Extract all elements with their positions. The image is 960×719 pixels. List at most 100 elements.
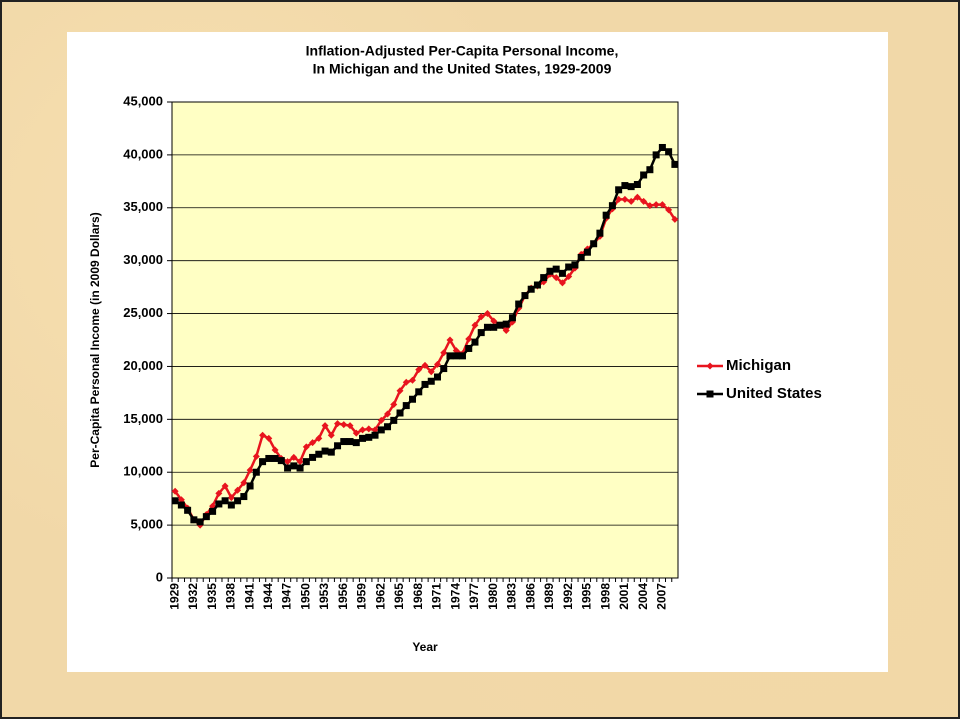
data-point	[565, 273, 573, 281]
y-tick-label: 15,000	[123, 411, 163, 426]
data-point	[215, 500, 223, 508]
legend-label: United States	[726, 385, 822, 402]
y-tick-label: 5,000	[130, 517, 163, 532]
data-point	[583, 248, 591, 256]
x-tick-label: 1947	[280, 583, 294, 610]
x-tick-label: 1992	[561, 583, 575, 610]
legend-marker	[706, 362, 714, 370]
data-point	[546, 267, 554, 275]
y-tick-label: 20,000	[123, 358, 163, 373]
data-point	[240, 479, 248, 487]
data-point	[558, 279, 566, 287]
data-point	[240, 493, 248, 501]
data-point	[440, 349, 448, 357]
x-tick-label: 1938	[224, 583, 238, 610]
data-point	[471, 321, 479, 329]
data-point	[465, 335, 473, 343]
data-point	[452, 347, 460, 355]
x-tick-label: 1980	[486, 583, 500, 610]
data-point	[352, 429, 360, 437]
data-point	[590, 240, 598, 248]
data-point	[577, 253, 585, 261]
x-tick-label: 1962	[373, 583, 387, 610]
data-point	[615, 186, 623, 194]
data-point	[315, 434, 323, 442]
data-point	[296, 464, 304, 472]
data-point	[177, 501, 185, 509]
data-point	[265, 454, 273, 462]
data-point	[284, 458, 292, 466]
data-point	[502, 320, 510, 328]
data-point	[271, 446, 279, 454]
x-tick-label: 1968	[411, 583, 425, 610]
data-point	[602, 211, 610, 219]
data-point	[377, 426, 385, 434]
data-point	[365, 433, 373, 441]
data-point	[471, 338, 479, 346]
data-point	[627, 197, 635, 205]
data-point	[246, 482, 254, 490]
data-point	[221, 482, 229, 490]
x-tick-label: 1989	[542, 583, 556, 610]
data-point	[234, 486, 242, 494]
x-tick-label: 1929	[167, 583, 181, 610]
data-point	[334, 420, 342, 428]
y-tick-label: 25,000	[123, 305, 163, 320]
data-point	[234, 497, 242, 505]
data-point	[646, 202, 654, 210]
data-point	[346, 438, 354, 446]
data-point	[409, 395, 417, 403]
data-point	[421, 380, 429, 388]
data-point	[327, 448, 335, 456]
data-point	[477, 329, 485, 337]
data-point	[246, 466, 254, 474]
data-point	[508, 314, 516, 322]
x-tick-label: 1965	[392, 583, 406, 610]
data-point	[621, 195, 629, 203]
data-point	[646, 166, 654, 174]
data-point	[184, 506, 192, 514]
data-point	[409, 376, 417, 384]
data-point	[658, 143, 666, 151]
data-point	[296, 458, 304, 466]
data-point	[340, 421, 348, 429]
data-point	[540, 274, 548, 282]
data-point	[396, 409, 404, 417]
data-point	[196, 518, 204, 526]
data-point	[265, 434, 273, 442]
data-point	[640, 197, 648, 205]
legend-label: Michigan	[726, 357, 791, 374]
chart-title: Inflation-Adjusted Per-Capita Personal I…	[306, 43, 619, 59]
data-point	[290, 462, 298, 470]
data-point	[627, 183, 635, 191]
x-tick-label: 1956	[336, 583, 350, 610]
y-axis-label: Per-Capita Personal Income (in 2009 Doll…	[88, 212, 102, 467]
data-point	[302, 443, 310, 451]
data-point	[621, 182, 629, 190]
data-point	[371, 431, 379, 439]
data-point	[315, 450, 323, 458]
data-point	[477, 313, 485, 321]
data-point	[571, 261, 579, 269]
data-point	[177, 496, 185, 504]
data-point	[515, 300, 523, 308]
data-point	[652, 151, 660, 159]
x-axis-label: Year	[412, 640, 438, 654]
data-point	[340, 438, 348, 446]
data-point	[446, 352, 454, 360]
y-tick-label: 45,000	[123, 93, 163, 108]
data-point	[334, 442, 342, 450]
data-point	[371, 426, 379, 434]
data-point	[309, 439, 317, 447]
data-point	[284, 464, 292, 472]
data-point	[227, 494, 235, 502]
data-point	[327, 431, 335, 439]
data-point	[440, 365, 448, 373]
data-point	[384, 410, 392, 418]
data-point	[290, 453, 298, 461]
y-tick-label: 40,000	[123, 146, 163, 161]
chart-title: In Michigan and the United States, 1929-…	[313, 61, 612, 77]
x-tick-label: 1983	[505, 583, 519, 610]
data-point	[415, 388, 423, 396]
data-point	[171, 487, 179, 495]
